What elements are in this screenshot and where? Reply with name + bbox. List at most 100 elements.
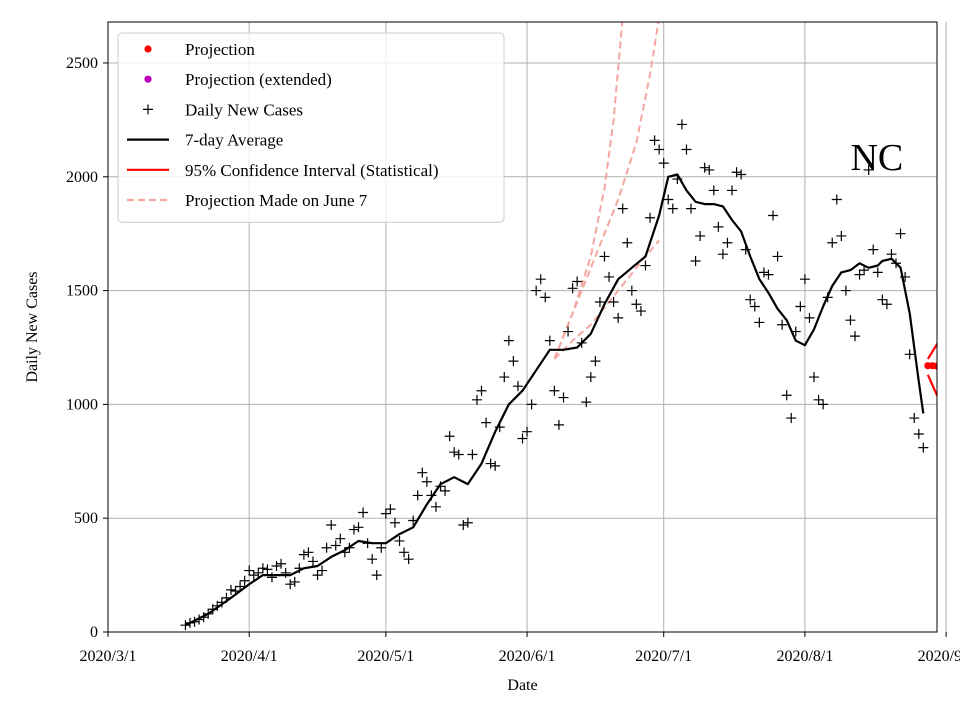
legend-box bbox=[117, 32, 505, 223]
x-tick-label: 2020/8/1 bbox=[776, 648, 833, 665]
daily-new-cases-point bbox=[909, 413, 920, 424]
daily-new-cases-point bbox=[549, 385, 560, 396]
legend-label: 7-day Average bbox=[185, 131, 283, 150]
daily-new-cases-point bbox=[276, 558, 287, 569]
daily-new-cases-point bbox=[330, 540, 341, 551]
daily-new-cases-point bbox=[485, 458, 496, 469]
daily-new-cases-point bbox=[594, 296, 605, 307]
daily-new-cases-point bbox=[704, 164, 715, 175]
daily-new-cases-point bbox=[658, 158, 669, 169]
legend-item: Projection (extended) bbox=[144, 70, 332, 89]
daily-new-cases-point bbox=[617, 203, 628, 214]
projection-point bbox=[933, 362, 937, 370]
legend-label: Projection bbox=[185, 40, 255, 59]
daily-new-cases-point bbox=[526, 399, 537, 410]
daily-new-cases-point bbox=[631, 299, 642, 310]
daily-new-cases-point bbox=[522, 426, 533, 437]
daily-new-cases-point bbox=[822, 292, 833, 303]
daily-new-cases-point bbox=[531, 285, 542, 296]
daily-new-cases-point bbox=[540, 292, 551, 303]
daily-new-cases-point bbox=[303, 547, 314, 558]
daily-new-cases-point bbox=[317, 565, 328, 576]
daily-new-cases-point bbox=[786, 413, 797, 424]
daily-new-cases-point bbox=[686, 203, 697, 214]
daily-new-cases-point bbox=[645, 212, 656, 223]
daily-new-cases-point bbox=[877, 294, 888, 305]
daily-new-cases-point bbox=[535, 274, 546, 285]
daily-new-cases-point bbox=[430, 501, 441, 512]
daily-new-cases-point bbox=[649, 135, 660, 146]
daily-new-cases-point bbox=[462, 517, 473, 528]
daily-new-cases-point bbox=[216, 597, 227, 608]
y-tick-label: 500 bbox=[74, 510, 98, 527]
daily-new-cases-point bbox=[740, 244, 751, 255]
daily-new-cases-point bbox=[348, 524, 359, 535]
daily-new-cases-point bbox=[777, 319, 788, 330]
daily-new-cases-point bbox=[257, 563, 268, 574]
daily-new-cases-point bbox=[840, 285, 851, 296]
axes-frame bbox=[107, 21, 938, 633]
daily-new-cases-point bbox=[713, 221, 724, 232]
daily-new-cases-point bbox=[567, 283, 578, 294]
daily-new-cases-point bbox=[380, 508, 391, 519]
daily-new-cases-point bbox=[804, 312, 815, 323]
daily-new-cases-point bbox=[280, 567, 291, 578]
daily-new-cases-point bbox=[635, 306, 646, 317]
daily-new-cases-point bbox=[599, 251, 610, 262]
daily-new-cases-point bbox=[900, 271, 911, 282]
legend-item: 7-day Average bbox=[127, 131, 283, 150]
daily-new-cases-point bbox=[872, 267, 883, 278]
daily-new-cases-point bbox=[827, 237, 838, 248]
daily-new-cases-point bbox=[239, 575, 250, 586]
daily-new-cases-point bbox=[371, 570, 382, 581]
legend-item: Projection bbox=[144, 40, 255, 59]
daily-new-cases-point bbox=[503, 335, 514, 346]
daily-new-cases-point bbox=[294, 563, 305, 574]
daily-new-cases-point bbox=[490, 460, 501, 471]
daily-new-cases-point bbox=[904, 349, 915, 360]
daily-new-cases-point bbox=[266, 572, 277, 583]
plot-area bbox=[180, 22, 937, 631]
daily-new-cases-point bbox=[604, 271, 615, 282]
daily-new-cases-point bbox=[335, 533, 346, 544]
daily-new-cases-point bbox=[613, 312, 624, 323]
daily-new-cases-point bbox=[394, 535, 405, 546]
daily-new-cases-point bbox=[654, 144, 665, 155]
x-tick-label: 2020/5/1 bbox=[357, 648, 414, 665]
daily-new-cases-point bbox=[690, 255, 701, 266]
daily-new-cases-point bbox=[790, 326, 801, 337]
daily-new-cases-point bbox=[508, 356, 519, 367]
daily-new-cases-point bbox=[312, 570, 323, 581]
daily-new-cases-point bbox=[663, 194, 674, 205]
daily-new-cases-point bbox=[248, 570, 259, 581]
daily-new-cases-point bbox=[517, 433, 528, 444]
daily-new-cases-point bbox=[736, 169, 747, 180]
daily-new-cases-point bbox=[481, 417, 492, 428]
daily-new-cases-point bbox=[799, 274, 810, 285]
daily-new-cases-point bbox=[763, 269, 774, 280]
projection-made-on-june-7-upper-b-line bbox=[553, 22, 660, 360]
daily-new-cases-point bbox=[271, 560, 282, 571]
x-tick-label: 2020/6/1 bbox=[499, 648, 556, 665]
daily-new-cases-point bbox=[499, 372, 510, 383]
daily-new-cases-point bbox=[608, 296, 619, 307]
daily-new-cases-point bbox=[358, 507, 369, 518]
daily-new-cases-point bbox=[235, 581, 246, 592]
daily-new-cases-point bbox=[189, 616, 200, 627]
y-tick-label: 2500 bbox=[66, 55, 98, 72]
legend: Projection Projection (extended) Daily New… bbox=[117, 32, 505, 223]
daily-new-cases-point bbox=[544, 335, 555, 346]
daily-new-cases-point bbox=[891, 258, 902, 269]
daily-new-cases-point bbox=[886, 249, 897, 260]
daily-new-cases-point bbox=[681, 144, 692, 155]
daily-new-cases-point bbox=[440, 485, 451, 496]
daily-new-cases-point bbox=[194, 614, 205, 625]
daily-new-cases-point bbox=[572, 276, 583, 287]
daily-new-cases-point bbox=[376, 542, 387, 553]
projection-made-on-june-7-upper-a-line bbox=[553, 22, 624, 360]
legend-item: Projection Made on June 7 bbox=[127, 191, 368, 210]
legend-plus-marker bbox=[143, 104, 153, 115]
daily-new-cases-point bbox=[576, 337, 587, 348]
ticks: 2020/3/1 2020/4/1 2020/5/1 2020/6/1 2020/7/1… bbox=[66, 55, 960, 665]
daily-new-cases-point bbox=[768, 210, 779, 221]
